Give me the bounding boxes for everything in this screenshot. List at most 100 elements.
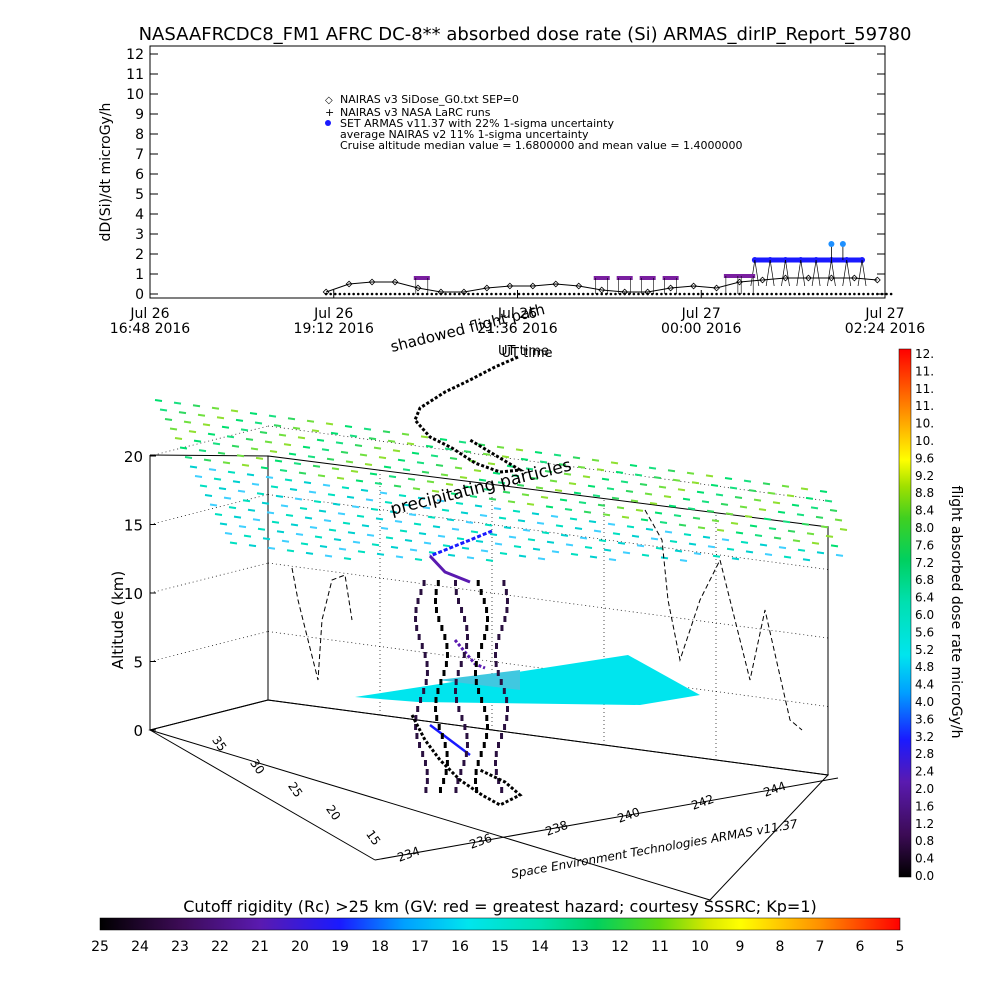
dose-tick-label: 2.8 bbox=[915, 747, 934, 761]
rigidity-layer-dash bbox=[654, 511, 663, 515]
altitude-tick-label: 10 bbox=[124, 585, 143, 603]
baseline-point bbox=[687, 292, 691, 296]
rigidity-layer-dash bbox=[314, 535, 323, 539]
rigidity-layer-dash bbox=[380, 526, 389, 530]
rigidity-layer-dash bbox=[430, 454, 439, 458]
rigidity-layer-dash bbox=[763, 517, 772, 521]
flight-path-drop-mark bbox=[465, 643, 469, 649]
flight-path-drop-mark bbox=[445, 760, 449, 766]
rigidity-layer-dash bbox=[659, 521, 668, 524]
x-tick-label: Jul 27 bbox=[681, 306, 721, 322]
rigidity-layer-dash bbox=[791, 503, 800, 507]
rigidity-layer-dash bbox=[456, 537, 465, 541]
rigidity-layer-dash bbox=[289, 488, 298, 491]
rigidity-layer-dash bbox=[534, 451, 543, 454]
rigidity-layer-dash bbox=[724, 477, 733, 480]
baseline-point bbox=[830, 292, 833, 296]
rigidity-layer-dash bbox=[526, 502, 535, 506]
rigidity-layer-dash bbox=[634, 473, 643, 477]
rigidity-layer-dash bbox=[441, 508, 450, 512]
rigidity-layer-dash bbox=[687, 507, 696, 511]
rigidity-layer-dash bbox=[489, 533, 498, 536]
rigidity-layer-dash bbox=[754, 534, 763, 537]
rigidity-layer-dash bbox=[387, 439, 396, 443]
rigidity-layer-dash bbox=[248, 544, 257, 548]
y-tick-label: 7 bbox=[135, 147, 144, 163]
dose-tick-label: 11. bbox=[915, 399, 934, 413]
rigidity-layer-dash bbox=[384, 501, 393, 504]
rigidity-layer-dash bbox=[274, 459, 283, 463]
rigidity-layer-dash bbox=[753, 498, 762, 502]
flight-path-drop-mark bbox=[505, 715, 509, 721]
dose-tick-label: 3.6 bbox=[915, 712, 934, 726]
rigidity-layer-dash bbox=[357, 550, 366, 554]
baseline-point bbox=[871, 292, 875, 296]
flight-path-drop-mark bbox=[485, 724, 489, 730]
flight-path-drop-mark bbox=[460, 715, 464, 721]
rigidity-layer-dash bbox=[674, 549, 683, 553]
rigidity-layer-dash bbox=[479, 514, 488, 517]
rigidity-layer-dash bbox=[549, 479, 558, 483]
rigidity-layer-dash bbox=[371, 543, 380, 547]
rigidity-layer-dash bbox=[522, 528, 531, 532]
rigidity-tick-label: 18 bbox=[371, 939, 389, 955]
baseline-point bbox=[618, 292, 622, 296]
flight-path-drop-mark bbox=[483, 706, 487, 712]
rigidity-layer-dash bbox=[280, 504, 289, 508]
rigidity-layer-dash bbox=[748, 489, 757, 493]
rigidity-layer-dash bbox=[426, 480, 435, 484]
nairas-point bbox=[483, 284, 491, 292]
rigidity-layer-dash bbox=[513, 545, 522, 549]
rigidity-layer-dash bbox=[660, 556, 669, 560]
baseline-point bbox=[742, 292, 746, 296]
legend-entry-1: NAIRAS v3 SiDose_G0.txt SEP=0 bbox=[340, 93, 519, 106]
rigidity-layer-dash bbox=[477, 443, 486, 447]
rigidity-layer-dash bbox=[251, 482, 260, 486]
baseline-point bbox=[756, 292, 760, 296]
nairas-point bbox=[873, 276, 881, 284]
dose-tick-label: 10. bbox=[915, 434, 934, 448]
rigidity-layer-dash bbox=[800, 487, 809, 491]
dose-tick-label: 8.4 bbox=[915, 504, 934, 518]
rigidity-tick-label: 16 bbox=[451, 939, 469, 955]
baseline-point bbox=[343, 292, 346, 296]
rigidity-layer-dash bbox=[650, 537, 659, 541]
baseline-point bbox=[678, 292, 682, 296]
flight-path-drop-mark bbox=[423, 760, 427, 766]
rigidity-layer-dash bbox=[442, 544, 451, 548]
rigidity-layer-dash bbox=[702, 535, 711, 539]
rigidity-layer-dash bbox=[286, 549, 295, 553]
baseline-point bbox=[526, 292, 530, 296]
longitude-tick-label: 240 bbox=[615, 805, 641, 826]
baseline-point bbox=[729, 292, 732, 296]
legend-entry-3: SET ARMAS v11.37 with 22% 1-sigma uncert… bbox=[340, 117, 614, 130]
rigidity-layer-dash bbox=[238, 525, 247, 529]
rigidity-layer-dash bbox=[686, 471, 695, 475]
rigidity-layer-dash bbox=[507, 500, 516, 504]
flight-path-drop-mark bbox=[437, 616, 441, 622]
dose-tick-label: 0.8 bbox=[915, 834, 934, 848]
baseline-point bbox=[614, 292, 617, 296]
flight-path-drop-mark bbox=[434, 589, 438, 595]
rigidity-layer-dash bbox=[404, 539, 413, 542]
rigidity-layer-dash bbox=[805, 496, 814, 500]
rigidity-layer-dash bbox=[254, 421, 263, 425]
rigidity-layer-dash bbox=[706, 509, 715, 513]
rigidity-layer-dash bbox=[745, 550, 754, 554]
rigidity-layer-dash bbox=[208, 468, 217, 472]
flight-path-purple-segment bbox=[428, 554, 471, 584]
baseline-point bbox=[356, 292, 360, 296]
rigidity-layer-dash bbox=[502, 490, 511, 494]
rigidity-layer-dash bbox=[237, 489, 246, 493]
dose-tick-label: 5.2 bbox=[915, 643, 934, 657]
longitude-tick-label: 236 bbox=[467, 831, 493, 852]
dose-tick-label: 9.6 bbox=[915, 451, 934, 465]
nairas-point bbox=[782, 274, 789, 282]
flight-path-drop-mark bbox=[418, 742, 422, 748]
baseline-point bbox=[673, 292, 677, 296]
rigidity-layer-dash bbox=[683, 533, 692, 537]
rigidity-layer-dash bbox=[615, 470, 624, 474]
3d-axis-ticks: 0 5 10 15 20 15 20 25 30 35 234 236 238 240 242 244 bbox=[124, 448, 788, 865]
rigidity-layer-dash bbox=[427, 515, 436, 519]
flight-path-drop-mark bbox=[415, 733, 419, 739]
